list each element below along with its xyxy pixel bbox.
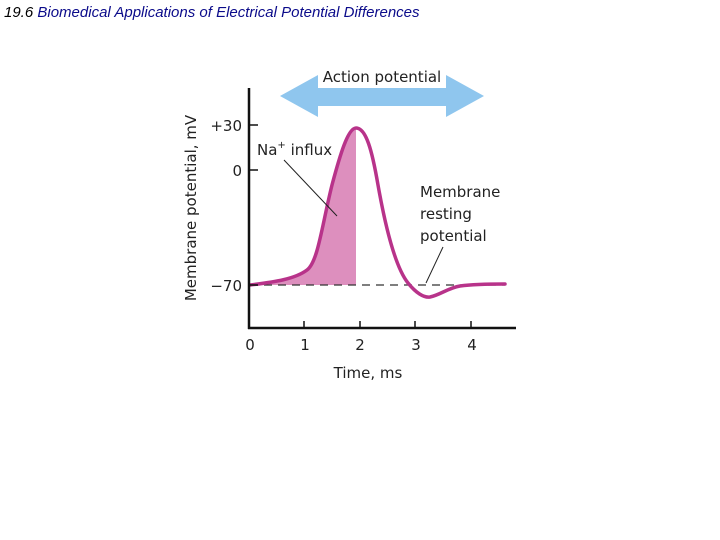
na-influx-annotation: Na+ influx: [257, 140, 338, 217]
section-title: Biomedical Applications of Electrical Po…: [37, 4, 420, 21]
y-tick-label: +30: [210, 117, 242, 135]
influx-label: influx: [286, 141, 332, 159]
section-number: 19.6: [4, 4, 34, 21]
resting-label-line3: potential: [420, 227, 487, 245]
x-tick-label: 0: [245, 336, 255, 354]
x-tick-label: 1: [300, 336, 310, 354]
action-potential-label: Action potential: [323, 68, 441, 86]
x-axis: 0 1 2 3 4 Time, ms: [245, 321, 516, 382]
y-axis: +30 0 −70 Membrane potential, mV: [182, 88, 258, 329]
resting-label-line2: resting: [420, 205, 472, 223]
x-tick-label: 4: [467, 336, 477, 354]
slide-title: 19.6 Biomedical Applications of Electric…: [4, 4, 420, 21]
resting-potential-annotation: Membrane resting potential: [420, 183, 500, 284]
membrane-potential-curve: [248, 126, 507, 299]
na-label: Na: [257, 141, 277, 159]
x-tick-label: 2: [355, 336, 365, 354]
na-superscript: +: [277, 140, 285, 151]
x-tick-label: 3: [411, 336, 421, 354]
na-influx-shaded-region: [250, 128, 356, 285]
y-axis-label: Membrane potential, mV: [182, 114, 200, 301]
resting-label-line1: Membrane: [420, 183, 500, 201]
action-potential-arrow: Action potential: [280, 66, 484, 117]
svg-text:Na+ influx: Na+ influx: [257, 140, 332, 159]
x-axis-label: Time, ms: [333, 364, 403, 382]
y-tick-label: 0: [232, 162, 242, 180]
y-tick-label: −70: [210, 277, 242, 295]
